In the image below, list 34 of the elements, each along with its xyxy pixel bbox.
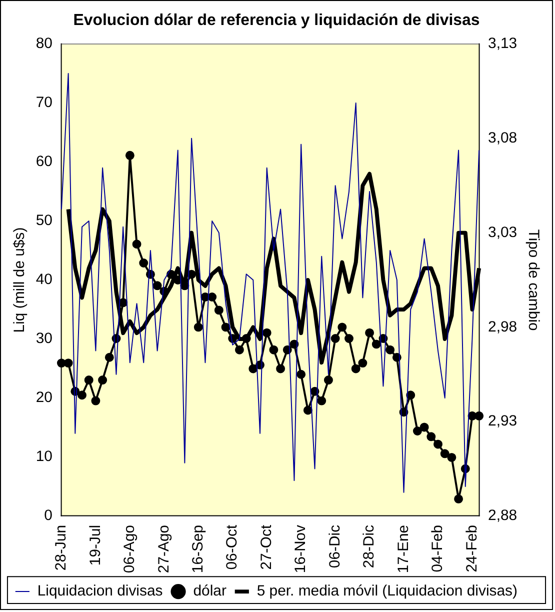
x-tick-label: 27-Oct — [258, 524, 275, 570]
y2-tick-label: 3,08 — [488, 130, 518, 147]
legend-label: dólar — [193, 582, 226, 600]
y-tick-label: 10 — [36, 448, 52, 466]
y2-tick-label: 3,13 — [488, 35, 518, 52]
y-tick-label: 20 — [36, 389, 52, 406]
x-tick-label: 28-Dic — [360, 524, 378, 568]
y-tick-label: 60 — [36, 153, 52, 170]
y-tick-label: 30 — [36, 330, 52, 348]
legend-label: Liquidacion divisas — [37, 582, 163, 600]
x-tick-label: 04-Feb — [429, 524, 446, 572]
y-tick-label: 40 — [36, 271, 52, 288]
y-tick-label: 0 — [44, 507, 52, 524]
y-tick-label: 50 — [36, 212, 52, 230]
x-tick-label: 06-Ago — [121, 524, 138, 574]
x-tick-label: 28-Jun — [52, 524, 70, 571]
x-tick-label: 19-Jul — [86, 524, 104, 566]
x-tick-label: 16-Sep — [190, 524, 207, 574]
x-tick-label: 06-Oct — [224, 524, 241, 570]
y2-tick-label: 2,98 — [488, 318, 518, 336]
y2-axis-title: Tipo de cambio — [524, 229, 542, 331]
y-tick-label: 70 — [36, 94, 52, 112]
y2-tick-label: 2,93 — [488, 412, 518, 430]
y2-tick-label: 3,03 — [488, 224, 518, 241]
x-tick-label: 16-Nov — [292, 524, 310, 574]
y-tick-label: 80 — [36, 35, 52, 52]
y2-tick-label: 2,88 — [488, 507, 518, 524]
legend-label: 5 per. media móvil (Liquidacion divisas) — [256, 582, 518, 600]
y-axis-title: Liq (mill de u$s) — [11, 227, 28, 333]
x-tick-label: 06-Dic — [326, 524, 344, 568]
x-tick-label: 27-Ago — [155, 524, 172, 574]
x-tick-label: 24-Feb — [463, 524, 480, 572]
x-tick-label: 17-Ene — [394, 524, 412, 574]
chart-title: Evolucion dólar de referencia y liquidación de divisas — [73, 12, 480, 29]
